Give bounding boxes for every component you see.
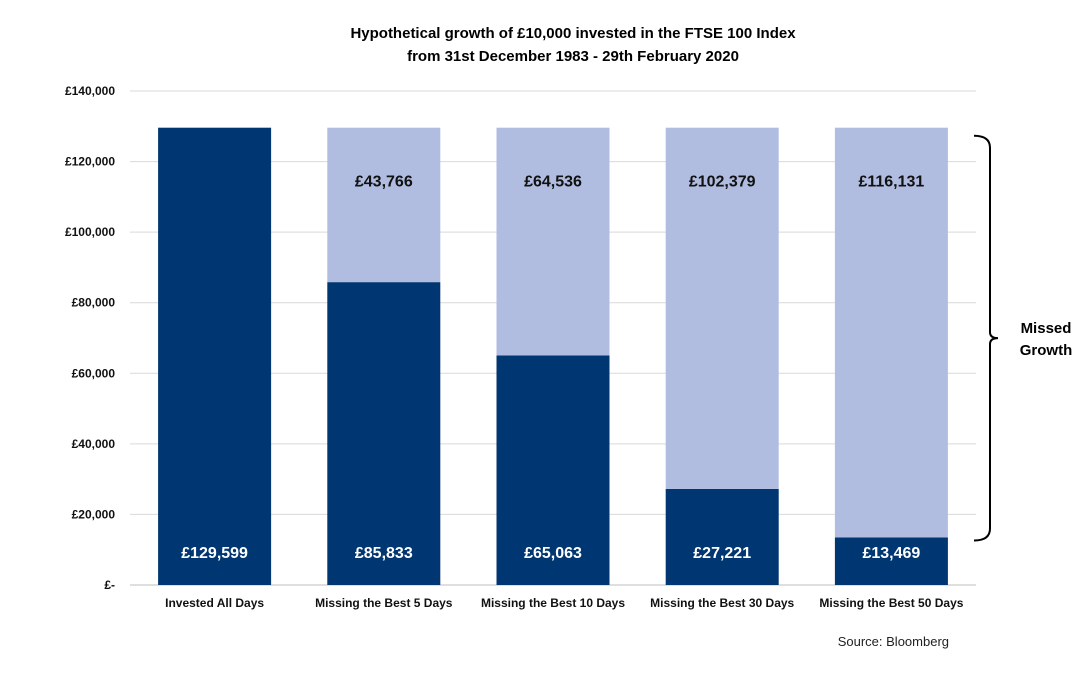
x-tick-label: Missing the Best 5 Days: [315, 596, 453, 610]
x-tick-label: Missing the Best 10 Days: [481, 596, 625, 610]
data-label-value: £27,221: [693, 545, 751, 562]
x-tick-label: Missing the Best 50 Days: [819, 596, 963, 610]
source-note: Source: Bloomberg: [837, 634, 949, 649]
data-label-value: £65,063: [524, 545, 582, 562]
y-tick-label: £80,000: [72, 296, 116, 310]
y-tick-label: £20,000: [72, 507, 116, 521]
missed-growth-annotation: Missed Growth: [1006, 318, 1084, 362]
bar-portfolio-value: [834, 537, 948, 585]
bar-missed-growth: [496, 127, 610, 356]
chart-title-line1: Hypothetical growth of £10,000 invested …: [350, 25, 796, 42]
annotation-line1: Missed: [1020, 320, 1072, 337]
annotation-line2: Growth: [1019, 342, 1073, 359]
y-axis: £- £20,000 £40,000 £60,000 £80,000 £100,000 £1…: [65, 84, 115, 592]
bar-missed-growth: [834, 127, 948, 538]
bars: £129,599 £85,833 £43,766 £65,063 £64,536 £27,…: [158, 127, 948, 585]
y-tick-label: £120,000: [65, 155, 115, 169]
bar-portfolio-value: [158, 127, 272, 585]
bar-missed-growth: [327, 127, 441, 283]
data-label-missed: £102,379: [689, 174, 756, 191]
y-tick-label: £100,000: [65, 225, 115, 239]
chart-subtitle: from 31st December 1983 - 29th February …: [407, 48, 739, 65]
bar-portfolio-value: [665, 488, 779, 585]
chart-title: Hypothetical growth of £10,000 invested …: [130, 22, 1016, 68]
bar-portfolio-value: [327, 282, 441, 585]
data-label-value: £13,469: [862, 545, 920, 562]
data-label-missed: £116,131: [858, 174, 924, 191]
y-tick-label: £40,000: [72, 437, 116, 451]
y-tick-label: £140,000: [65, 84, 115, 98]
y-tick-label: £60,000: [72, 366, 116, 380]
data-label-missed: £43,766: [355, 174, 413, 191]
bar-portfolio-value: [496, 355, 610, 585]
data-label-value: £85,833: [355, 545, 413, 562]
x-tick-label: Invested All Days: [165, 596, 264, 610]
data-label-value: £129,599: [181, 545, 248, 562]
x-tick-label: Missing the Best 30 Days: [650, 596, 794, 610]
data-label-missed: £64,536: [524, 174, 582, 191]
bar-missed-growth: [665, 127, 779, 489]
missed-growth-bracket: [973, 134, 999, 542]
y-tick-label: £-: [104, 578, 115, 592]
x-axis: Invested All Days Missing the Best 5 Days…: [165, 596, 964, 610]
